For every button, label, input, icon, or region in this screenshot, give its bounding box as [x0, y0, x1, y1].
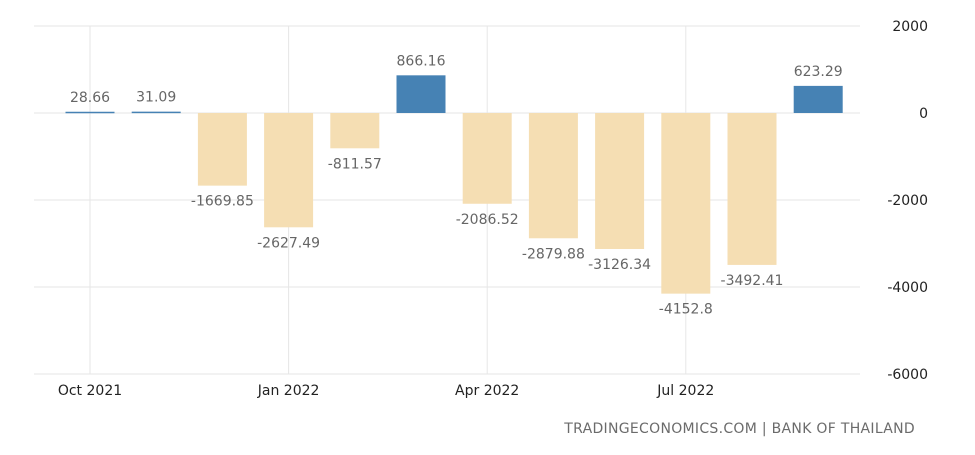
y-tick-label: 0 [919, 106, 928, 122]
y-tick-label: 2000 [892, 19, 928, 35]
y-tick-label: -2000 [887, 193, 928, 209]
data-label: -1669.85 [191, 194, 254, 210]
data-label: -2627.49 [257, 235, 320, 251]
bar [727, 113, 777, 265]
data-label: -811.57 [328, 156, 382, 172]
bar [595, 113, 645, 249]
bar [793, 85, 843, 113]
data-label: 623.29 [794, 64, 843, 80]
bar [330, 113, 380, 149]
x-tick-label: Apr 2022 [455, 383, 519, 399]
data-label: -2879.88 [522, 246, 585, 262]
bar [462, 113, 512, 204]
bar [396, 75, 446, 113]
bar [65, 111, 115, 114]
data-label: 866.16 [397, 53, 446, 69]
y-tick-label: -6000 [887, 367, 928, 383]
bar [197, 113, 247, 186]
x-tick-label: Jul 2022 [656, 383, 714, 399]
data-label: -3492.41 [721, 273, 784, 289]
y-tick-label: -4000 [887, 280, 928, 296]
bar [528, 113, 578, 239]
bar [131, 111, 181, 114]
data-label: 28.66 [70, 90, 110, 106]
data-label: -4152.8 [659, 302, 713, 318]
source-credit: TRADINGECONOMICS.COM | BANK OF THAILAND [564, 421, 915, 437]
x-tick-label: Oct 2021 [58, 383, 122, 399]
data-label: 31.09 [136, 90, 176, 106]
data-label: -2086.52 [456, 212, 519, 228]
bar [264, 113, 314, 228]
data-label: -3126.34 [588, 257, 651, 273]
x-tick-label: Jan 2022 [257, 383, 320, 399]
bar [661, 113, 711, 294]
